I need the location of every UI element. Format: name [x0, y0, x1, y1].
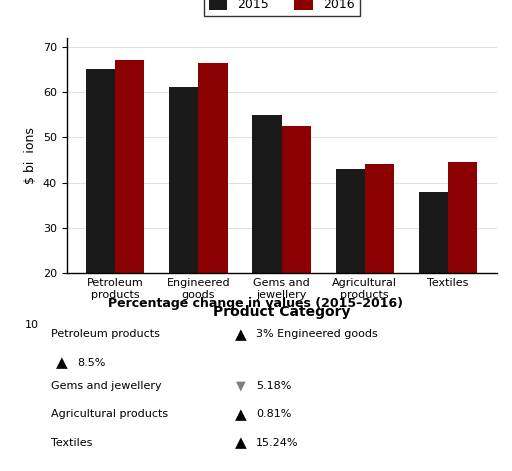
Bar — [199, 63, 227, 364]
Text: 15.24%: 15.24% — [256, 438, 298, 448]
Text: ▼: ▼ — [236, 380, 245, 393]
Text: ▲: ▲ — [235, 407, 246, 422]
Text: ▲: ▲ — [235, 327, 246, 342]
Bar — [169, 88, 199, 364]
Legend: 2015, 2016: 2015, 2016 — [204, 0, 359, 16]
Bar — [252, 114, 282, 364]
Bar — [365, 164, 394, 364]
Text: Percentage change in values (2015–2016): Percentage change in values (2015–2016) — [109, 297, 403, 310]
Text: 3% Engineered goods: 3% Engineered goods — [256, 329, 378, 340]
Text: 5.18%: 5.18% — [256, 381, 291, 391]
Text: 8.5%: 8.5% — [77, 357, 105, 368]
Text: 10: 10 — [25, 320, 39, 330]
X-axis label: Product Category: Product Category — [213, 305, 350, 319]
Text: ▲: ▲ — [56, 355, 67, 370]
Bar — [86, 69, 115, 364]
Text: Gems and jewellery: Gems and jewellery — [51, 381, 162, 391]
Text: Petroleum products: Petroleum products — [51, 329, 160, 340]
Text: Textiles: Textiles — [51, 438, 93, 448]
Text: Agricultural products: Agricultural products — [51, 409, 168, 420]
Bar — [419, 192, 448, 364]
Bar — [115, 60, 144, 364]
Bar — [336, 169, 365, 364]
Text: 0.81%: 0.81% — [256, 409, 291, 420]
Bar — [282, 126, 311, 364]
Text: ▲: ▲ — [235, 435, 246, 450]
Bar — [448, 162, 477, 364]
Y-axis label: $ bi  ions: $ bi ions — [24, 127, 37, 184]
